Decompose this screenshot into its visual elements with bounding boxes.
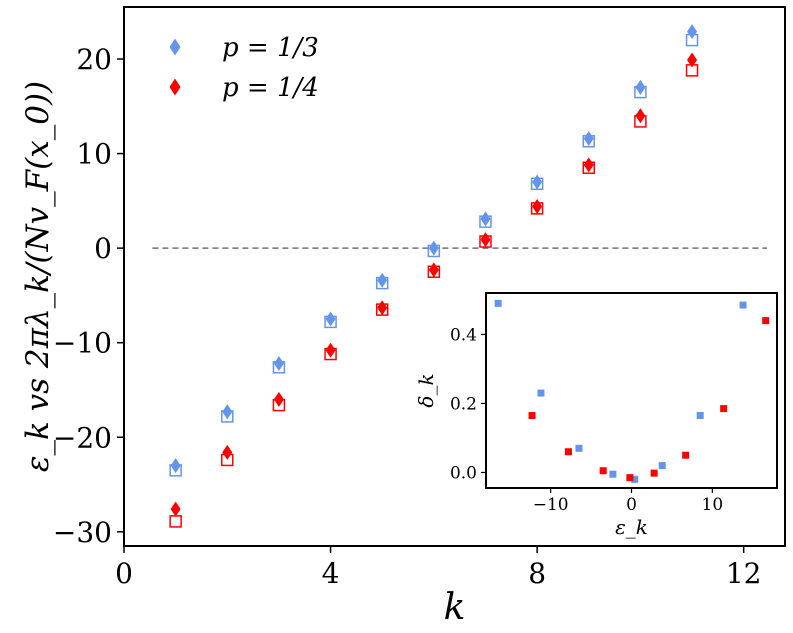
y-tick-label: −20 — [53, 421, 112, 454]
inset-y-axis-label: δ_k — [414, 373, 438, 407]
y-tick-label: 0 — [94, 232, 112, 265]
lambda-point — [273, 391, 284, 407]
main-plot-frame — [123, 6, 786, 547]
y-tick-label: −30 — [53, 516, 112, 549]
inset-y-tick-label: 0.2 — [450, 394, 477, 414]
inset-plot: 0.0 0.2 0.4 −10 0 10 ε_k δ_k — [414, 292, 778, 539]
legend: p = 1/3 p = 1/4 — [169, 33, 319, 103]
legend-marker — [169, 78, 181, 96]
x-axis-ticks: 0 4 8 12 — [115, 546, 762, 590]
lambda-point — [170, 458, 181, 474]
inset-point — [682, 451, 690, 459]
lambda-point — [222, 404, 233, 420]
inset-point — [720, 405, 728, 413]
inset-point — [609, 470, 617, 478]
axis-labels: k ε_k vs 2πλ_k/(Nv_F(x_0)) — [20, 81, 465, 628]
inset-point — [564, 448, 572, 456]
inset-y-axis-ticks: 0.0 0.2 0.4 — [450, 325, 486, 483]
inset-point — [599, 467, 607, 475]
main-data-marks — [169, 24, 699, 528]
inset-axis-labels: ε_k δ_k — [414, 373, 648, 539]
lambda-point — [532, 199, 543, 215]
y-axis-ticks: −30 −20 −10 0 10 20 — [53, 43, 124, 549]
inset-point — [650, 469, 658, 477]
legend-marker — [169, 38, 181, 56]
inset-point — [762, 317, 770, 325]
inset-point — [631, 475, 639, 483]
lambda-point — [635, 79, 646, 95]
y-axis-label: ε_k vs 2πλ_k/(Nv_F(x_0)) — [20, 81, 56, 472]
x-tick-label: 8 — [528, 557, 546, 590]
main-plot: −30 −20 −10 0 10 20 0 4 8 12 p = 1/3 p = 1/4 k ε_k… — [20, 6, 786, 628]
inset-point — [696, 412, 704, 420]
y-tick-label: 20 — [76, 43, 112, 76]
inset-x-axis-ticks: −10 0 10 — [533, 488, 723, 515]
inset-background — [486, 293, 777, 488]
inset-x-tick-label: 0 — [626, 495, 637, 515]
lambda-point — [583, 157, 594, 173]
y-tick-label: −10 — [53, 327, 112, 360]
x-axis-label: k — [444, 587, 466, 628]
inset-point — [626, 474, 634, 482]
lambda-point — [635, 108, 646, 124]
lambda-point — [377, 272, 388, 288]
lambda-point — [583, 130, 594, 146]
inset-point — [658, 462, 666, 470]
inset-point — [739, 301, 747, 309]
inset-x-tick-label: 10 — [702, 495, 724, 515]
lambda-point — [222, 444, 233, 460]
x-tick-label: 4 — [322, 557, 340, 590]
inset-data-marks — [494, 299, 770, 483]
lambda-point — [532, 174, 543, 190]
inset-x-axis-label: ε_k — [615, 515, 648, 539]
lambda-point — [687, 24, 698, 40]
lambda-point — [480, 211, 491, 227]
inset-point — [537, 389, 545, 397]
legend-label: p = 1/4 — [222, 73, 319, 103]
lambda-point — [325, 342, 336, 358]
inset-x-tick-label: −10 — [533, 495, 569, 515]
epsilon-point — [169, 515, 182, 528]
lambda-point — [170, 501, 181, 517]
lambda-point — [273, 355, 284, 371]
inset-point — [528, 412, 536, 420]
x-tick-label: 0 — [115, 557, 133, 590]
lambda-point — [428, 262, 439, 278]
inset-y-tick-label: 0.4 — [450, 325, 477, 345]
legend-label: p = 1/3 — [222, 33, 319, 63]
inset-point — [494, 299, 502, 307]
lambda-point — [325, 311, 336, 327]
inset-point — [575, 444, 583, 452]
lambda-point — [377, 300, 388, 316]
inset-y-tick-label: 0.0 — [450, 463, 477, 483]
lambda-point — [428, 240, 439, 256]
y-tick-label: 10 — [76, 138, 112, 171]
lambda-point — [687, 52, 698, 68]
x-tick-label: 12 — [726, 557, 762, 590]
lambda-point — [480, 232, 491, 248]
